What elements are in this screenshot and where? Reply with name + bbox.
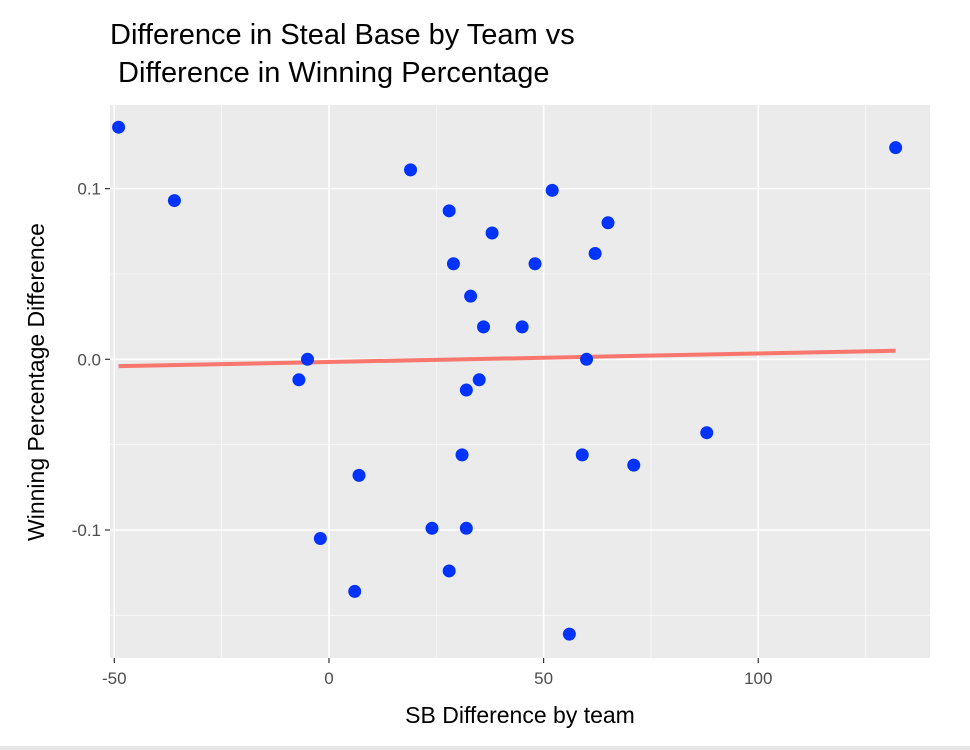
plot-panel	[110, 105, 930, 658]
chart-title-line-1: Difference in Steal Base by Team vs	[110, 19, 575, 51]
data-point	[700, 426, 714, 440]
bottom-divider	[0, 746, 970, 750]
trend-layer	[118, 348, 896, 369]
x-tick-label: 0	[324, 669, 333, 688]
points-layer	[112, 120, 903, 641]
data-point	[352, 468, 366, 482]
data-point	[300, 352, 314, 366]
data-point	[313, 532, 327, 546]
data-point	[442, 564, 456, 578]
data-point	[545, 183, 559, 197]
y-tick-label: -0.1	[72, 521, 101, 540]
data-point	[472, 373, 486, 387]
y-axis-title: Winning Percentage Difference	[23, 223, 49, 541]
data-point	[348, 584, 362, 598]
data-point	[588, 246, 602, 260]
y-axis-ticks: 0.1 0.0 -0.1	[72, 180, 110, 540]
data-point	[477, 320, 491, 334]
data-point	[601, 216, 615, 230]
data-point	[459, 383, 473, 397]
data-point	[446, 257, 460, 271]
data-point	[575, 448, 589, 462]
chart-title-line-2: Difference in Winning Percentage	[110, 57, 550, 89]
minor-gridlines	[110, 102, 930, 658]
x-tick-label: 50	[534, 669, 553, 688]
x-tick-label: 100	[744, 669, 772, 688]
x-axis-title: SB Difference by team	[405, 702, 635, 728]
data-point	[464, 289, 478, 303]
x-tick-label: -50	[102, 669, 127, 688]
data-point	[528, 257, 542, 271]
data-point	[425, 521, 439, 535]
data-point	[167, 194, 181, 208]
data-point	[485, 226, 499, 240]
data-point	[455, 448, 469, 462]
x-axis-ticks: -50 0 50 100	[102, 658, 772, 688]
data-point	[889, 141, 903, 155]
data-point	[515, 320, 529, 334]
data-point	[112, 120, 126, 134]
y-tick-label: 0.0	[77, 350, 101, 369]
data-point	[442, 204, 456, 218]
data-point	[404, 163, 418, 177]
data-point	[292, 373, 306, 387]
data-point	[627, 458, 641, 472]
y-tick-label: 0.1	[77, 180, 101, 199]
trend-line	[118, 348, 896, 369]
data-point	[562, 627, 576, 641]
data-point	[580, 352, 594, 366]
data-point	[459, 521, 473, 535]
